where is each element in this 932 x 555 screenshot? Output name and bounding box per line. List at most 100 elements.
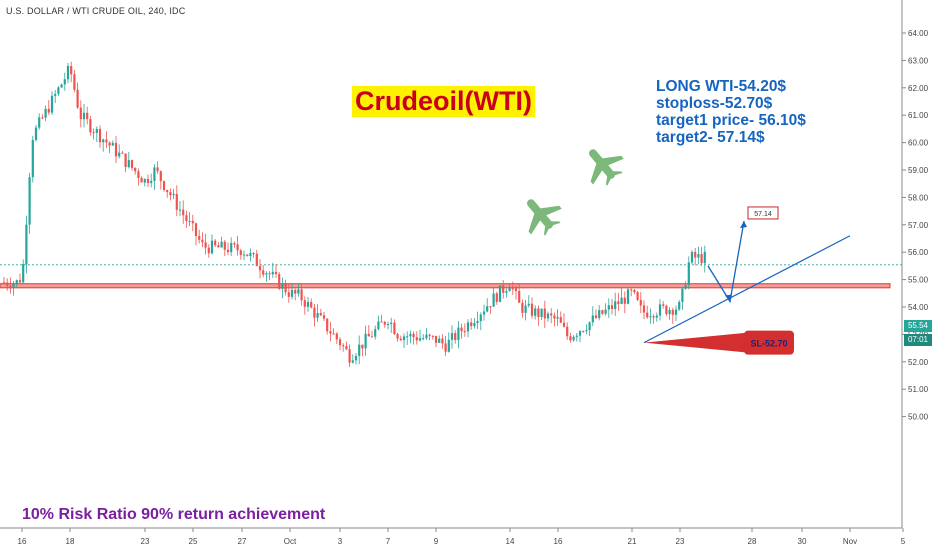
candle-body bbox=[524, 305, 527, 313]
candle-body bbox=[76, 89, 79, 108]
candle-body bbox=[550, 313, 553, 316]
candle-body bbox=[159, 171, 162, 182]
y-tick-label: 63.00 bbox=[908, 56, 929, 65]
candle-body bbox=[572, 336, 575, 341]
candle-body bbox=[335, 333, 338, 340]
candle-body bbox=[284, 283, 287, 293]
candle-body bbox=[521, 302, 524, 313]
candle-body bbox=[6, 282, 9, 286]
candle-body bbox=[134, 167, 137, 172]
candle-body bbox=[662, 304, 665, 306]
candle-body bbox=[614, 301, 617, 309]
candle-body bbox=[505, 291, 508, 293]
candle-body bbox=[684, 285, 687, 289]
candle-body bbox=[102, 139, 105, 143]
y-tick-label: 60.00 bbox=[908, 139, 929, 148]
y-tick-label: 50.00 bbox=[908, 413, 929, 422]
candle-body bbox=[28, 177, 31, 225]
x-tick-label: 30 bbox=[798, 537, 807, 546]
candle-body bbox=[239, 250, 242, 256]
candle-body bbox=[486, 306, 489, 312]
candle-body bbox=[364, 333, 367, 349]
candle-body bbox=[406, 336, 409, 338]
risk-note: 10% Risk Ratio 90% return achievement bbox=[22, 506, 326, 523]
candle-body bbox=[396, 334, 399, 339]
candle-body bbox=[223, 241, 226, 250]
candle-body bbox=[290, 289, 294, 297]
candle-body bbox=[470, 322, 473, 327]
candle-body bbox=[226, 249, 230, 253]
candle-body bbox=[319, 313, 322, 316]
candle-body bbox=[233, 243, 236, 245]
candle-body bbox=[658, 304, 662, 316]
candle-body bbox=[678, 301, 681, 310]
candle-body bbox=[332, 333, 335, 335]
candle-body bbox=[444, 343, 447, 352]
x-tick-label: 14 bbox=[506, 537, 515, 546]
candle-body bbox=[217, 245, 220, 248]
airplane-icon bbox=[527, 199, 562, 236]
candle-body bbox=[194, 223, 198, 237]
candle-body bbox=[214, 240, 217, 246]
candle-body bbox=[556, 317, 559, 319]
candle-body bbox=[687, 262, 690, 286]
x-tick-label: 5 bbox=[901, 537, 906, 546]
candle-body bbox=[633, 289, 636, 293]
candle-body bbox=[348, 349, 351, 363]
candle-body bbox=[409, 333, 412, 337]
candle-body bbox=[140, 177, 143, 183]
candle-body bbox=[377, 321, 380, 330]
candle-body bbox=[466, 322, 470, 332]
y-tick-label: 58.00 bbox=[908, 193, 929, 202]
candle-body bbox=[50, 95, 54, 113]
candle-body bbox=[303, 300, 306, 307]
candle-body bbox=[367, 333, 370, 337]
candle-body bbox=[201, 239, 204, 243]
candle-body bbox=[700, 254, 703, 264]
candle-body bbox=[204, 242, 207, 248]
y-tick-label: 55.00 bbox=[908, 276, 929, 285]
candle-body bbox=[591, 315, 594, 323]
candle-body bbox=[476, 321, 479, 324]
candle-body bbox=[86, 112, 89, 120]
candle-body bbox=[146, 179, 150, 184]
candle-body bbox=[207, 247, 210, 254]
candle-body bbox=[313, 307, 316, 318]
candle-body bbox=[434, 335, 438, 343]
candle-body bbox=[137, 171, 140, 178]
candle-body bbox=[300, 289, 303, 301]
target-label-box bbox=[747, 206, 779, 220]
candle-body bbox=[508, 288, 511, 292]
candle-body bbox=[41, 117, 44, 119]
candle-body bbox=[671, 309, 674, 315]
candle-body bbox=[246, 254, 249, 257]
candle-body bbox=[162, 181, 166, 190]
candle-body bbox=[98, 128, 102, 143]
candle-body bbox=[358, 344, 361, 356]
y-tick-label: 56.00 bbox=[908, 248, 929, 257]
candle-body bbox=[527, 303, 530, 306]
candle-body bbox=[694, 251, 697, 258]
candle-body bbox=[703, 251, 706, 264]
stoploss-callout bbox=[744, 330, 794, 355]
y-tick-label: 64.00 bbox=[908, 29, 929, 38]
candle-body bbox=[399, 338, 402, 341]
candle-body bbox=[540, 308, 543, 318]
candle-body bbox=[66, 65, 70, 80]
x-tick-label: Nov bbox=[843, 537, 857, 546]
trade-target2: target2- 57.14$ bbox=[656, 129, 765, 146]
candle-body bbox=[354, 355, 358, 361]
trendline bbox=[643, 235, 851, 344]
candle-body bbox=[175, 193, 178, 210]
candle-body bbox=[188, 220, 191, 222]
candle-body bbox=[610, 305, 614, 309]
candle-body bbox=[271, 271, 274, 275]
candle-body bbox=[92, 132, 95, 134]
candle-body bbox=[636, 292, 639, 300]
candle-body bbox=[530, 303, 534, 316]
candle-body bbox=[588, 322, 591, 331]
candle-body bbox=[617, 301, 620, 305]
candle-body bbox=[620, 297, 623, 305]
candle-body bbox=[655, 315, 658, 318]
x-tick-label: 27 bbox=[238, 537, 247, 546]
